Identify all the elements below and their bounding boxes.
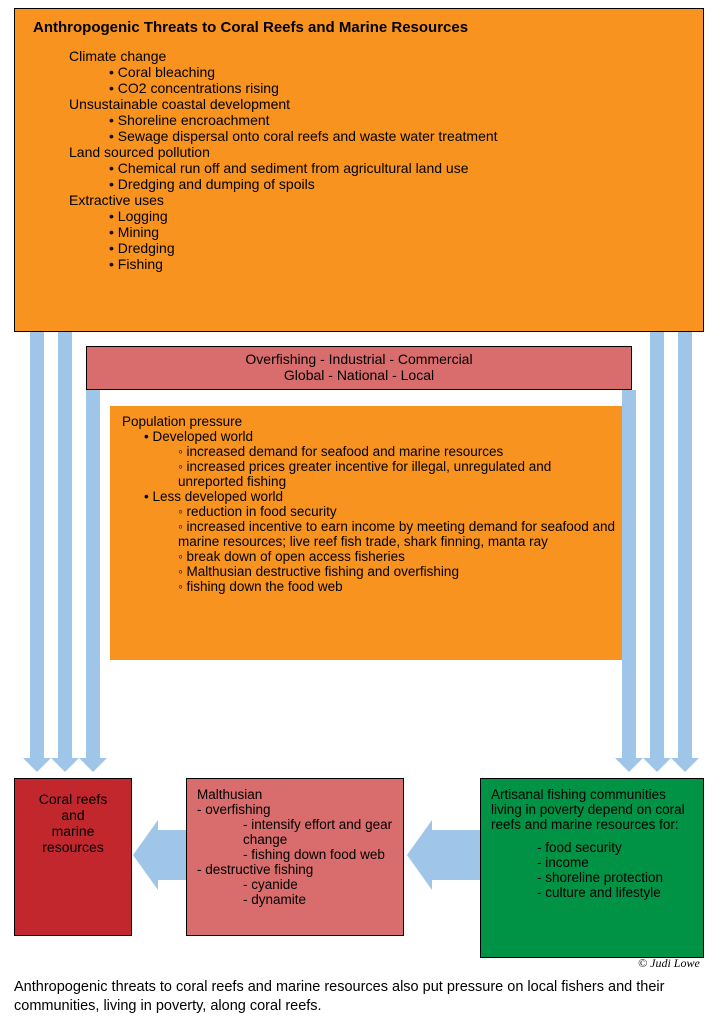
pop-g1-i3: Malthusian destructive fishing and overf…	[178, 564, 620, 579]
pop-g0-i1: increased prices greater incentive for i…	[178, 459, 620, 489]
malthusian-box: Malthusian - overfishing - intensify eff…	[186, 778, 404, 936]
overfish-line1: Overfishing - Industrial - Commercial	[87, 351, 631, 367]
reef-l2: and	[15, 807, 131, 823]
malth-a1: - intensify effort and gear change	[197, 817, 393, 847]
malth-b1: - cyanide	[197, 877, 393, 892]
header-title: Anthropogenic Threats to Coral Reefs and…	[33, 19, 685, 36]
overfish-line2: Global - National - Local	[87, 367, 631, 383]
pop-title: Population pressure	[122, 414, 620, 429]
cat3-item1: Mining	[109, 224, 685, 240]
cat-3: Extractive uses	[69, 192, 685, 208]
cat3-item2: Dredging	[109, 240, 685, 256]
cat-0: Climate change	[69, 48, 685, 64]
cat-2: Land sourced pollution	[69, 144, 685, 160]
malth-title: Malthusian	[197, 787, 393, 802]
arrow-down-6	[678, 332, 692, 758]
pop-group1: Less developed world	[144, 489, 620, 504]
malth-b: - destructive fishing	[197, 862, 393, 877]
reef-l4: resources	[15, 839, 131, 855]
cat3-item0: Logging	[109, 208, 685, 224]
pop-g1-i0: reduction in food security	[178, 504, 620, 519]
pop-g1-i2: break down of open access fisheries	[178, 549, 620, 564]
header-box: Anthropogenic Threats to Coral Reefs and…	[14, 8, 704, 332]
arrow-down-5	[650, 332, 664, 758]
pop-g1-i1: increased incentive to earn income by me…	[178, 519, 620, 549]
cat3-item3: Fishing	[109, 256, 685, 272]
cat0-item0: Coral bleaching	[109, 64, 685, 80]
pop-g0-i0: increased demand for seafood and marine …	[178, 444, 620, 459]
arrow-down-4	[622, 390, 636, 758]
cat1-item0: Shoreline encroachment	[109, 112, 685, 128]
credit: © Judi Lowe	[638, 956, 700, 971]
arrow-down-2	[58, 332, 72, 758]
artisanal-box: Artisanal fishing communities living in …	[480, 778, 704, 958]
population-box: Population pressure Developed world incr…	[110, 406, 632, 660]
arrow-left-2	[432, 830, 480, 880]
reef-box: Coral reefs and marine resources	[14, 778, 132, 936]
malth-a: - overfishing	[197, 802, 393, 817]
malth-a2: - fishing down food web	[197, 847, 393, 862]
artis-i2: - shoreline protection	[537, 870, 693, 885]
reef-l1: Coral reefs	[15, 791, 131, 807]
overfishing-box: Overfishing - Industrial - Commercial Gl…	[86, 346, 632, 390]
cat2-item0: Chemical run off and sediment from agric…	[109, 160, 685, 176]
footer-text: Anthropogenic threats to coral reefs and…	[14, 978, 704, 1016]
cat0-item1: CO2 concentrations rising	[109, 80, 685, 96]
pop-group0: Developed world	[144, 429, 620, 444]
arrow-down-1	[30, 332, 44, 758]
cat-1: Unsustainable coastal development	[69, 96, 685, 112]
cat1-item1: Sewage dispersal onto coral reefs and wa…	[109, 128, 685, 144]
malth-b2: - dynamite	[197, 892, 393, 907]
artis-i0: - food security	[537, 840, 693, 855]
artis-i3: - culture and lifestyle	[537, 885, 693, 900]
artis-intro: Artisanal fishing communities living in …	[491, 787, 693, 832]
artis-i1: - income	[537, 855, 693, 870]
arrow-down-3	[86, 390, 100, 758]
arrow-left-1	[158, 830, 186, 880]
pop-g1-i4: fishing down the food web	[178, 579, 620, 594]
cat2-item1: Dredging and dumping of spoils	[109, 176, 685, 192]
reef-l3: marine	[15, 823, 131, 839]
